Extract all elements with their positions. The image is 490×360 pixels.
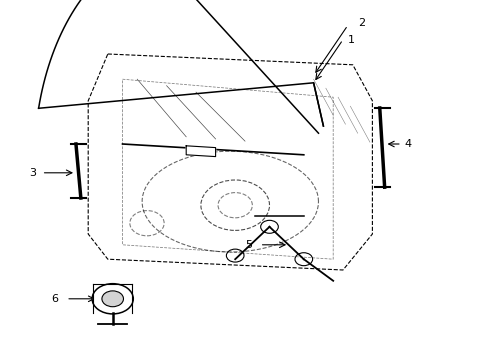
Text: 5: 5 <box>245 240 252 250</box>
Polygon shape <box>186 146 216 157</box>
Circle shape <box>92 284 133 314</box>
Text: 6: 6 <box>51 294 58 304</box>
Text: 3: 3 <box>29 168 36 178</box>
Text: 1: 1 <box>348 35 355 45</box>
Circle shape <box>102 291 123 307</box>
Text: 4: 4 <box>404 139 412 149</box>
Text: 2: 2 <box>358 18 365 28</box>
